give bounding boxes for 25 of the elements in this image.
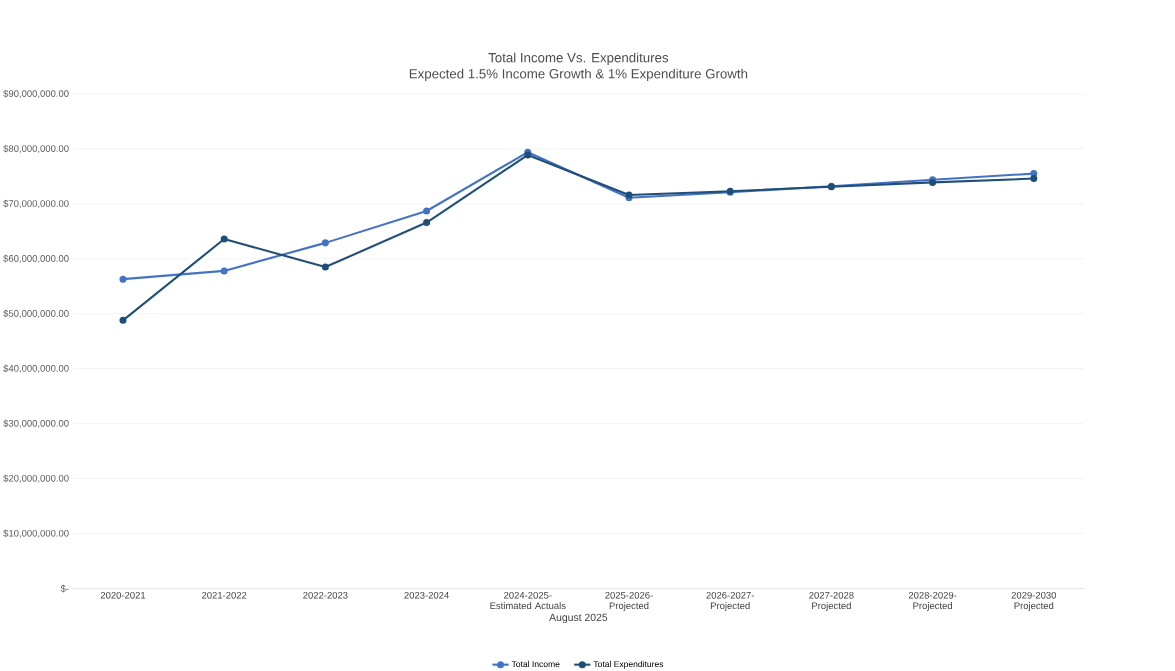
x-tick-label: 2022-2023 [303,591,348,599]
legend-label: Total Income [511,660,560,667]
y-tick-label: $80,000,000.00 [3,144,69,153]
y-tick-label: $90,000,000.00 [3,89,69,98]
x-tick-label: 2021-2022 [202,591,247,599]
x-tick-label: 2020-2021 [100,591,146,599]
y-tick-label: $70,000,000.00 [3,199,69,208]
y-tick-label: $20,000,000.00 [3,474,69,483]
x-tick-label: 2027-2028 Projected [809,591,854,611]
y-tick-label: $10,000,000.00 [3,529,69,538]
y-tick-label: $- [60,584,69,593]
x-tick-label: 2026-2027-Projected [706,591,754,611]
y-tick-label: $40,000,000.00 [3,364,69,373]
chart-title: Total Income Vs. Expenditures [488,52,669,65]
x-tick-label: 2024-2025-Estimated Actuals [490,591,566,609]
y-tick-label: $30,000,000.00 [3,419,69,428]
chart-subtitle: Expected 1.5% Income Growth & 1% Expenditure Growth [409,68,748,81]
y-tick-label: $60,000,000.00 [3,254,69,263]
x-tick-label: 2023-2024 [404,591,449,599]
x-tick-label: 2028-2029-Projected [908,591,957,611]
x-tick-label: 2025-2026-Projected [605,591,653,611]
y-tick-label: $50,000,000.00 [3,309,69,318]
x-tick-label: 2029-2030 Projected [1011,591,1057,611]
legend-label: Total Expenditures [593,660,664,669]
x-axis-title: August 2025 [549,613,608,623]
